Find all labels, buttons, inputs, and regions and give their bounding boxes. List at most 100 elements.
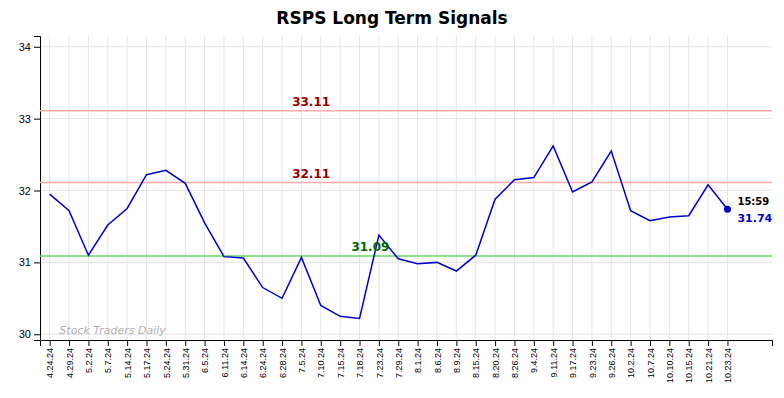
tick-label: 5.31.24 (181, 348, 191, 378)
tick-label: 9.11.24 (549, 348, 559, 377)
tick-label: 10.23.24 (723, 348, 733, 383)
tick-mark (301, 340, 302, 346)
tick: 5.2.24 (84, 340, 94, 373)
tick: 6.5.24 (200, 340, 210, 373)
tick-mark (127, 340, 128, 346)
tick-mark (282, 340, 283, 346)
tick-mark (340, 340, 341, 346)
tick-mark (224, 340, 225, 346)
tick-mark (611, 340, 612, 346)
grid-line (417, 36, 418, 340)
tick-mark (592, 340, 593, 346)
tick-mark (708, 340, 709, 346)
grid-line (456, 36, 457, 340)
tick-label: 32 (19, 185, 31, 197)
grid-line (436, 36, 437, 340)
tick-label: 6.14.24 (239, 348, 249, 378)
tick-label: 8.20.24 (491, 348, 501, 378)
grid-line (650, 36, 651, 340)
grid-line (282, 36, 283, 340)
tick: 5.31.24 (181, 340, 191, 378)
chart: RSPS Long Term Signals30313233344.24.244… (0, 0, 784, 398)
reference-line (40, 255, 772, 257)
tick-mark (514, 340, 515, 346)
grid-line (708, 36, 709, 340)
grid-line (49, 36, 50, 340)
marks (40, 111, 772, 319)
grid-line (340, 36, 341, 340)
tick-mark (166, 340, 167, 346)
tick: 10.21.24 (704, 340, 714, 383)
tick-label: 10.7.24 (646, 348, 656, 378)
tick-mark (631, 340, 632, 346)
reference-label: 33.11 (292, 95, 330, 109)
grid-line (553, 36, 554, 340)
endpoint-value: 31.74 (737, 212, 772, 225)
tick: 10.15.24 (684, 340, 694, 383)
tick-mark (553, 340, 554, 346)
tick-mark (650, 340, 651, 346)
tick: 8.9.24 (452, 340, 462, 373)
grid-line (127, 36, 128, 340)
grid-line (514, 36, 515, 340)
tick-label: 9.4.24 (529, 348, 539, 373)
tick: 8.26.24 (510, 340, 520, 378)
tick-label: 9.23.24 (588, 348, 598, 378)
line (50, 146, 728, 318)
tick-mark (205, 340, 206, 346)
tick-label: 8.9.24 (452, 348, 462, 373)
tick: 8.15.24 (471, 340, 481, 378)
tick: 9.17.24 (568, 340, 578, 378)
tick-label: 7.15.24 (336, 348, 346, 378)
tick: 7.5.24 (297, 340, 307, 373)
tick-label: 9.17.24 (568, 348, 578, 378)
tick-label: 34 (19, 41, 31, 53)
tick-mark (437, 340, 438, 346)
tick-label: 31 (19, 256, 31, 268)
tick: 5.14.24 (123, 340, 133, 378)
tick: 4.29.24 (65, 340, 75, 378)
tick: 7.29.24 (394, 340, 404, 378)
tick-label: 7.10.24 (316, 348, 326, 378)
watermark: Stock Traders Daily (59, 324, 166, 337)
tick: 6.11.24 (220, 340, 230, 377)
tick-mark (476, 340, 477, 346)
title: RSPS Long Term Signals (276, 8, 507, 28)
tick-mark (108, 340, 109, 346)
tick: 8.1.24 (413, 340, 423, 373)
tick: 8.20.24 (491, 340, 501, 378)
tick: 10.10.24 (665, 340, 675, 383)
tick: 34 (19, 41, 40, 53)
tick-mark (34, 191, 40, 192)
tick-label: 10.15.24 (684, 348, 694, 383)
grid-line (88, 36, 89, 340)
grid-line (40, 190, 772, 191)
tick-mark (398, 340, 399, 346)
grid-line (40, 262, 772, 263)
tick-mark (69, 340, 70, 346)
grid-line (243, 36, 244, 340)
tick: 32 (19, 185, 40, 197)
grid-line (378, 36, 379, 340)
tick-mark (573, 340, 574, 346)
tick-label: 9.26.24 (607, 348, 617, 378)
tick: 31 (19, 256, 40, 268)
tick: 6.24.24 (258, 340, 268, 378)
tick-mark (534, 340, 535, 346)
tick: 9.11.24 (549, 340, 559, 377)
tick: 7.23.24 (375, 340, 385, 378)
tick-label: 6.28.24 (278, 348, 288, 378)
tick-label: 5.14.24 (123, 348, 133, 378)
grid-line (630, 36, 631, 340)
tick-mark (321, 340, 322, 346)
tick-mark (88, 340, 89, 346)
tick-label: 8.1.24 (413, 348, 423, 373)
endpoint-dot (724, 206, 731, 213)
tick: 5.24.24 (162, 340, 172, 378)
grid-line (611, 36, 612, 340)
tick: 7.18.24 (355, 340, 365, 378)
grid-line (533, 36, 534, 340)
grid-line (204, 36, 205, 340)
axis-line (41, 341, 773, 347)
tick-label: 8.26.24 (510, 348, 520, 378)
